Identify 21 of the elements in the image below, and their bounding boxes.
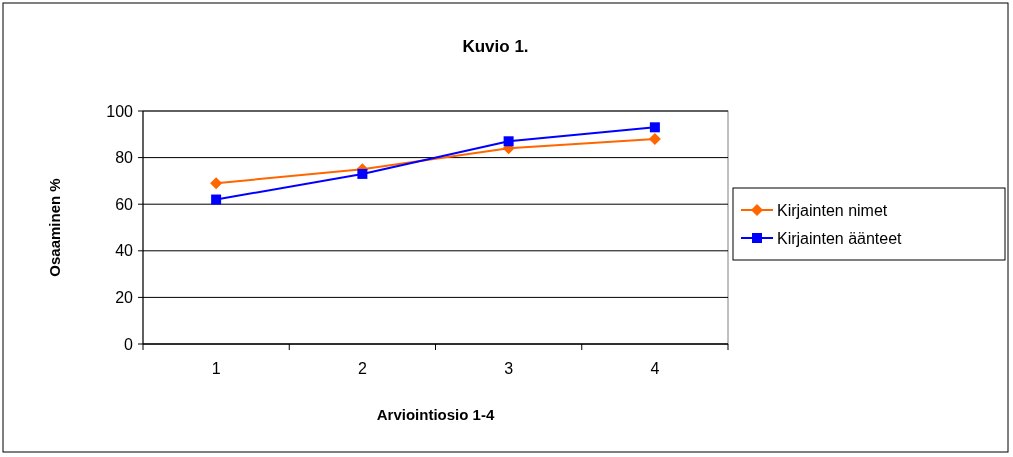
point — [648, 132, 661, 145]
x-tick-label: 2 — [357, 360, 367, 377]
y-tick-label: 80 — [115, 149, 134, 167]
chart-title: Kuvio 1. — [462, 37, 529, 56]
point — [503, 136, 514, 147]
x-tick-label: 4 — [650, 360, 660, 377]
legend-label: Kirjainten nimet — [777, 201, 888, 219]
point — [210, 177, 223, 190]
x-axis-title: Arviointiosio 1-4 — [376, 406, 495, 423]
point — [357, 168, 368, 179]
y-tick-label: 20 — [115, 289, 134, 306]
legend-label: Kirjainten äänteet — [777, 229, 903, 247]
x-tick-label: 3 — [504, 360, 514, 377]
x-tick-label: 1 — [211, 360, 221, 377]
point — [649, 122, 660, 133]
y-tick-label: 40 — [115, 242, 134, 260]
y-axis-title: Osaaminen % — [46, 178, 63, 277]
point — [211, 194, 222, 205]
y-tick-label: 0 — [124, 335, 134, 353]
y-tick-label: 100 — [106, 102, 134, 120]
y-tick-label: 60 — [115, 195, 134, 213]
